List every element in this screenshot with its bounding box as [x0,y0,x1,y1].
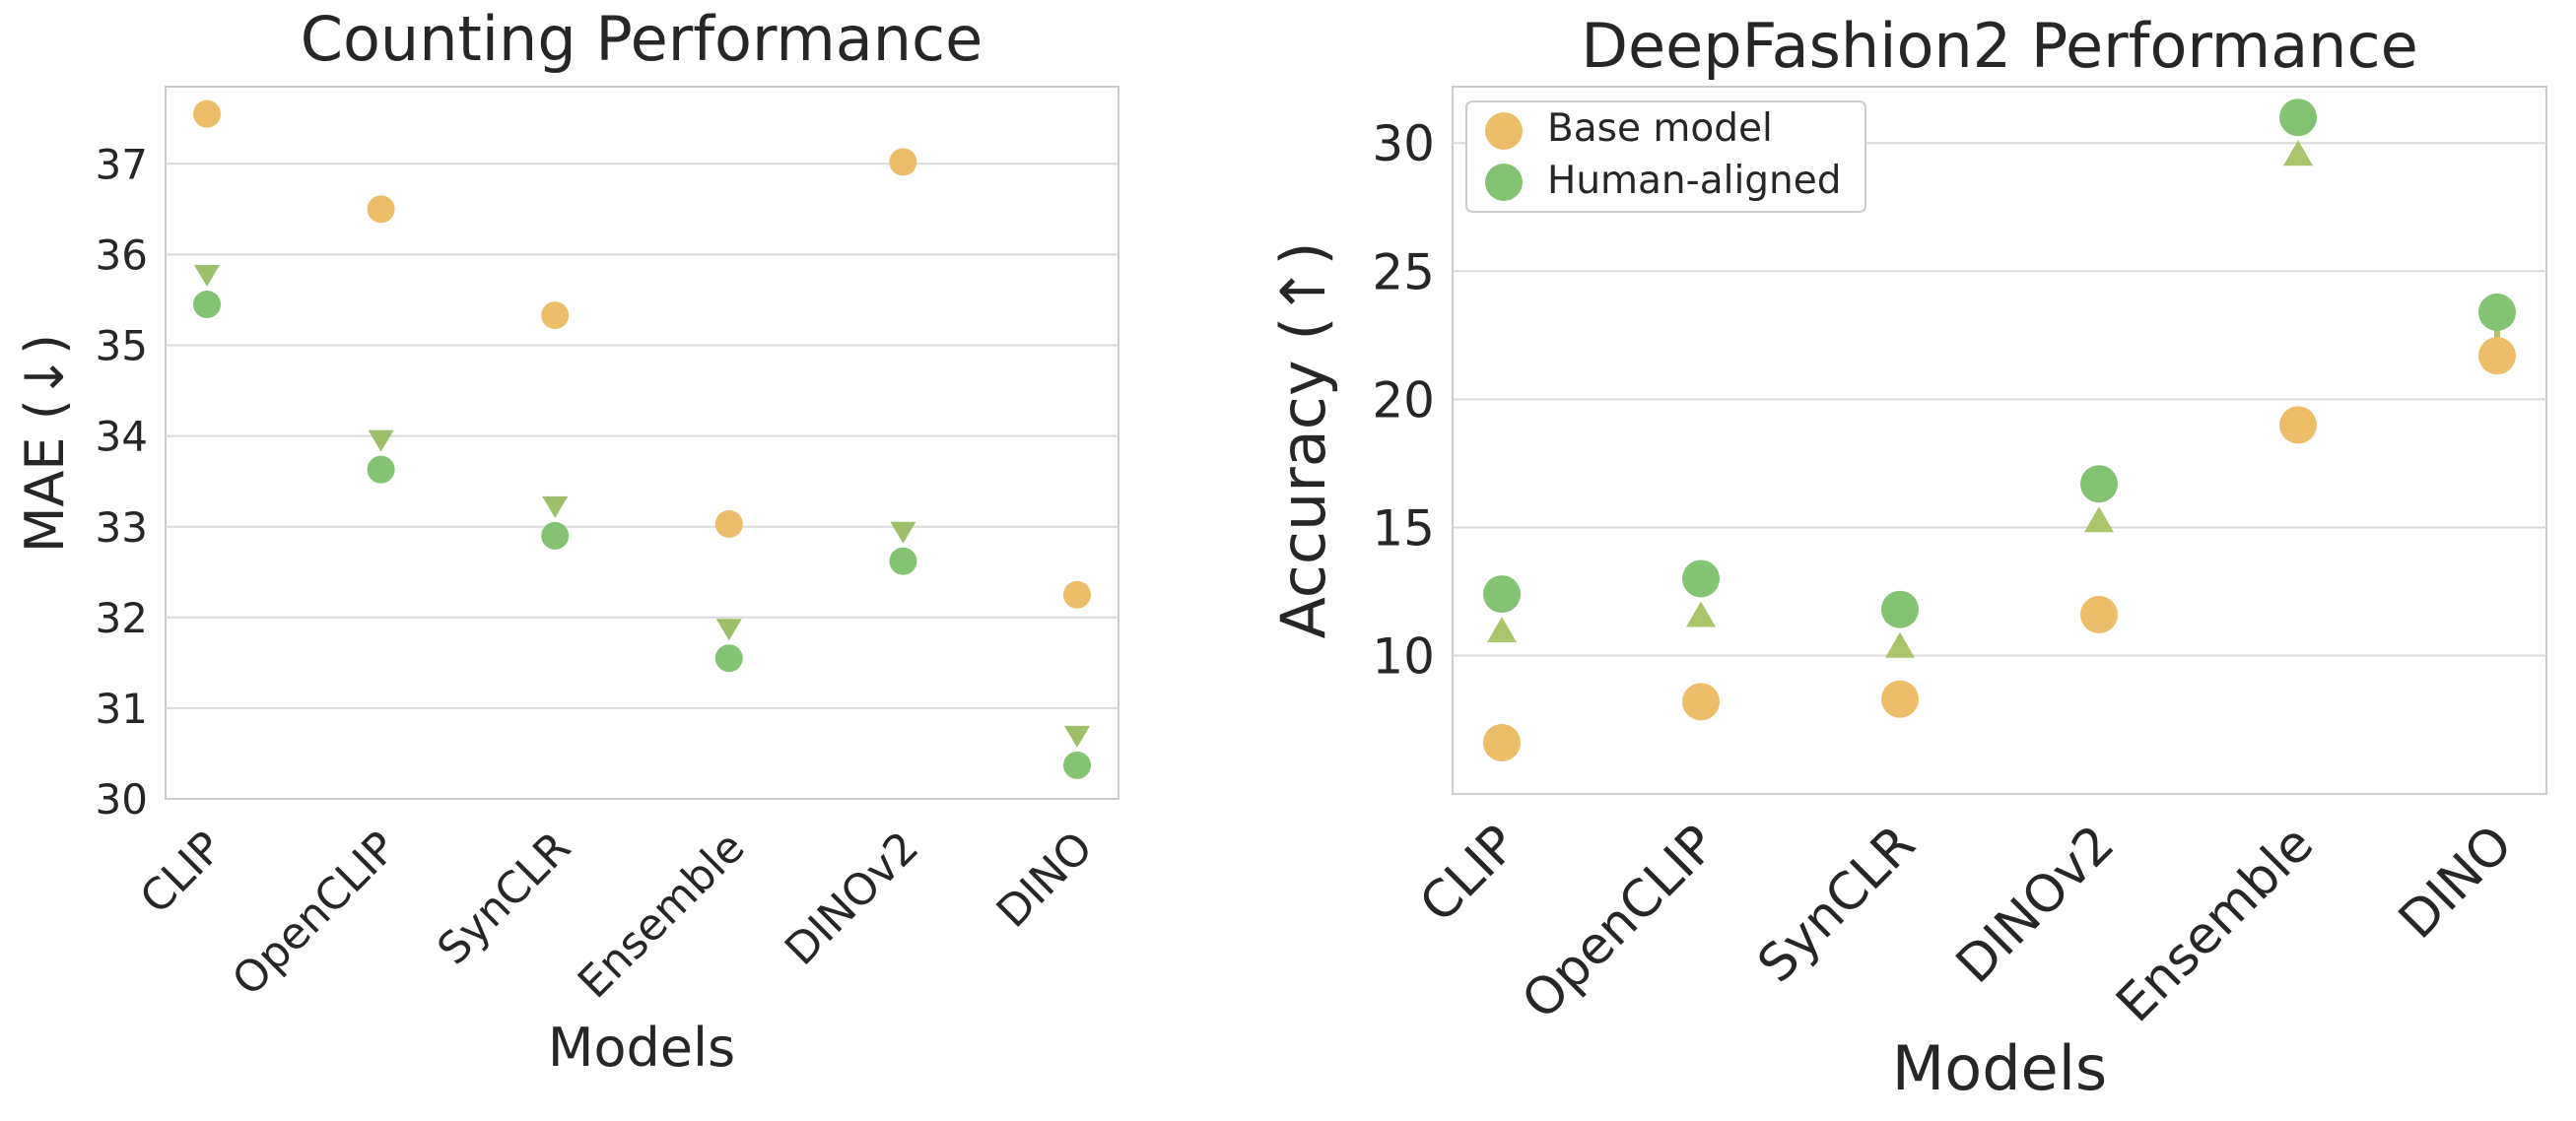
human-aligned-point [889,547,917,575]
y-tick-label: 30 [96,775,148,824]
data-points [1483,99,2516,761]
x-axis-label: Models [548,1017,735,1079]
x-tick-label: CLIP [1409,815,1529,935]
y-tick-labels: 30 31 32 33 34 35 36 37 [96,140,148,824]
change-arrow-head [1487,617,1517,643]
y-tick-label: 20 [1372,371,1435,429]
human-aligned-point [1881,590,1919,628]
y-tick-label: 31 [96,685,148,733]
y-tick-label: 34 [96,413,148,461]
human-aligned-point [367,455,395,484]
x-tick-label: Ensemble [2105,815,2325,1034]
human-aligned-point [1483,575,1521,614]
y-tick-label: 30 [1372,115,1435,172]
chart-title: Counting Performance [301,3,983,75]
human-aligned-point [541,521,570,550]
legend-box [1465,100,1866,213]
base-model-point [2478,337,2516,375]
base-model-point [193,99,221,128]
base-model-point [1682,683,1720,721]
change-arrows [1487,140,2500,714]
human-aligned-point [2478,293,2516,331]
human-aligned-point [1063,751,1091,779]
y-tick-label: 35 [96,322,148,370]
plot-frame [165,86,1119,800]
legend: Base model Human-aligned [1465,100,1866,213]
x-tick-label: DINO [987,823,1103,938]
legend-base-marker [1485,112,1523,150]
base-model-point [889,148,917,176]
human-aligned-point [1682,560,1720,598]
y-axis-label: Accuracy (↑) [1267,241,1339,638]
change-arrow-head [194,265,220,288]
change-arrow-head [2084,506,2114,533]
x-tick-label: DINOv2 [776,823,928,975]
grid-lines [166,163,1119,709]
change-arrows [194,137,1090,748]
human-aligned-point [193,291,221,319]
x-tick-label: CLIP [131,823,233,924]
change-arrow-head [715,619,742,641]
change-arrow-head [1686,601,1716,627]
base-model-point [1063,580,1091,609]
y-tick-labels: 10 15 20 25 30 [1372,115,1435,685]
x-tick-label: OpenCLIP [223,823,406,1006]
base-model-point [714,509,743,538]
x-tick-label: SynCLR [428,823,580,975]
base-model-point [541,301,570,330]
change-arrow-head [890,521,916,544]
base-model-point [1483,723,1521,761]
y-tick-label: 37 [96,140,148,188]
human-aligned-point [2279,99,2317,137]
base-model-point [2080,595,2118,633]
y-axis-label: MAE (↓) [14,334,76,553]
legend-base-label: Base model [1547,106,1773,151]
change-arrow-head [368,429,394,452]
base-model-point [1881,680,1919,718]
y-tick-label: 10 [1372,628,1435,686]
human-aligned-point [714,644,743,673]
y-tick-label: 32 [96,594,148,642]
change-arrow-head [542,495,569,518]
legend-aligned-label: Human-aligned [1547,159,1842,203]
change-arrow-head [2283,140,2313,166]
chart-title: DeepFashion2 Performance [1581,10,2417,82]
base-model-point [2279,406,2317,444]
x-tick-label: DINOv2 [1945,815,2126,995]
change-arrow-head [1064,725,1090,748]
y-tick-label: 15 [1372,499,1435,557]
legend-aligned-marker [1485,164,1523,201]
x-tick-label: Ensemble [569,823,755,1009]
y-tick-label: 25 [1372,243,1435,300]
data-points [193,99,1091,779]
x-tick-label: OpenCLIP [1511,815,1728,1031]
base-model-point [367,195,395,224]
x-tick-label: SynCLR [1747,815,1928,995]
x-axis-label: Models [1892,1032,2107,1104]
change-arrow-head [1885,631,1915,658]
x-tick-label: DINO [2388,815,2524,951]
human-aligned-point [2080,465,2118,503]
y-tick-label: 33 [96,503,148,552]
y-tick-label: 36 [96,231,148,280]
